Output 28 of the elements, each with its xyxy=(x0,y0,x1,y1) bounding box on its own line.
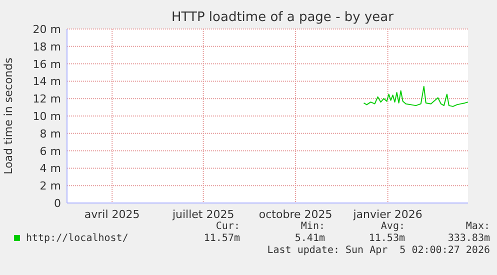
y-tick-label: 14 m xyxy=(32,75,61,88)
text: 5.41m xyxy=(294,233,325,244)
y-tick-label: 20 m xyxy=(32,23,61,36)
chart-title: HTTP loadtime of a page - by year xyxy=(172,10,394,25)
text: 333.83m xyxy=(448,233,490,244)
y-tick-label: 8 m xyxy=(40,127,61,140)
x-tick-label: octobre 2025 xyxy=(258,208,332,221)
x-tick-label: janvier 2026 xyxy=(352,208,422,221)
line-series xyxy=(363,86,468,107)
legend-label: http://localhost/ xyxy=(26,233,128,244)
text: Cur: xyxy=(216,221,240,232)
x-tick-label: avril 2025 xyxy=(84,208,140,221)
x-tick-label: juillet 2025 xyxy=(171,208,234,221)
y-axis-title: Load time in seconds xyxy=(2,57,15,174)
text: Avg: xyxy=(380,221,405,232)
text: 11.53m xyxy=(368,233,405,244)
y-tick-label: 10 m xyxy=(32,110,61,123)
y-tick-label: 2 m xyxy=(40,180,61,193)
text: 11.57m xyxy=(204,233,240,244)
y-tick-label: 12 m xyxy=(32,92,61,106)
y-tick-label: 4 m xyxy=(40,162,61,176)
text: Max: xyxy=(466,221,490,232)
y-tick-label: 16 m xyxy=(32,58,61,71)
y-tick-label: 0 xyxy=(54,197,61,210)
y-tick-label: 18 m xyxy=(32,40,61,54)
text: Min: xyxy=(300,221,325,232)
text: Last update: Sun Apr 5 02:00:27 2026 xyxy=(267,245,490,256)
y-tick-label: 6 m xyxy=(40,144,61,158)
